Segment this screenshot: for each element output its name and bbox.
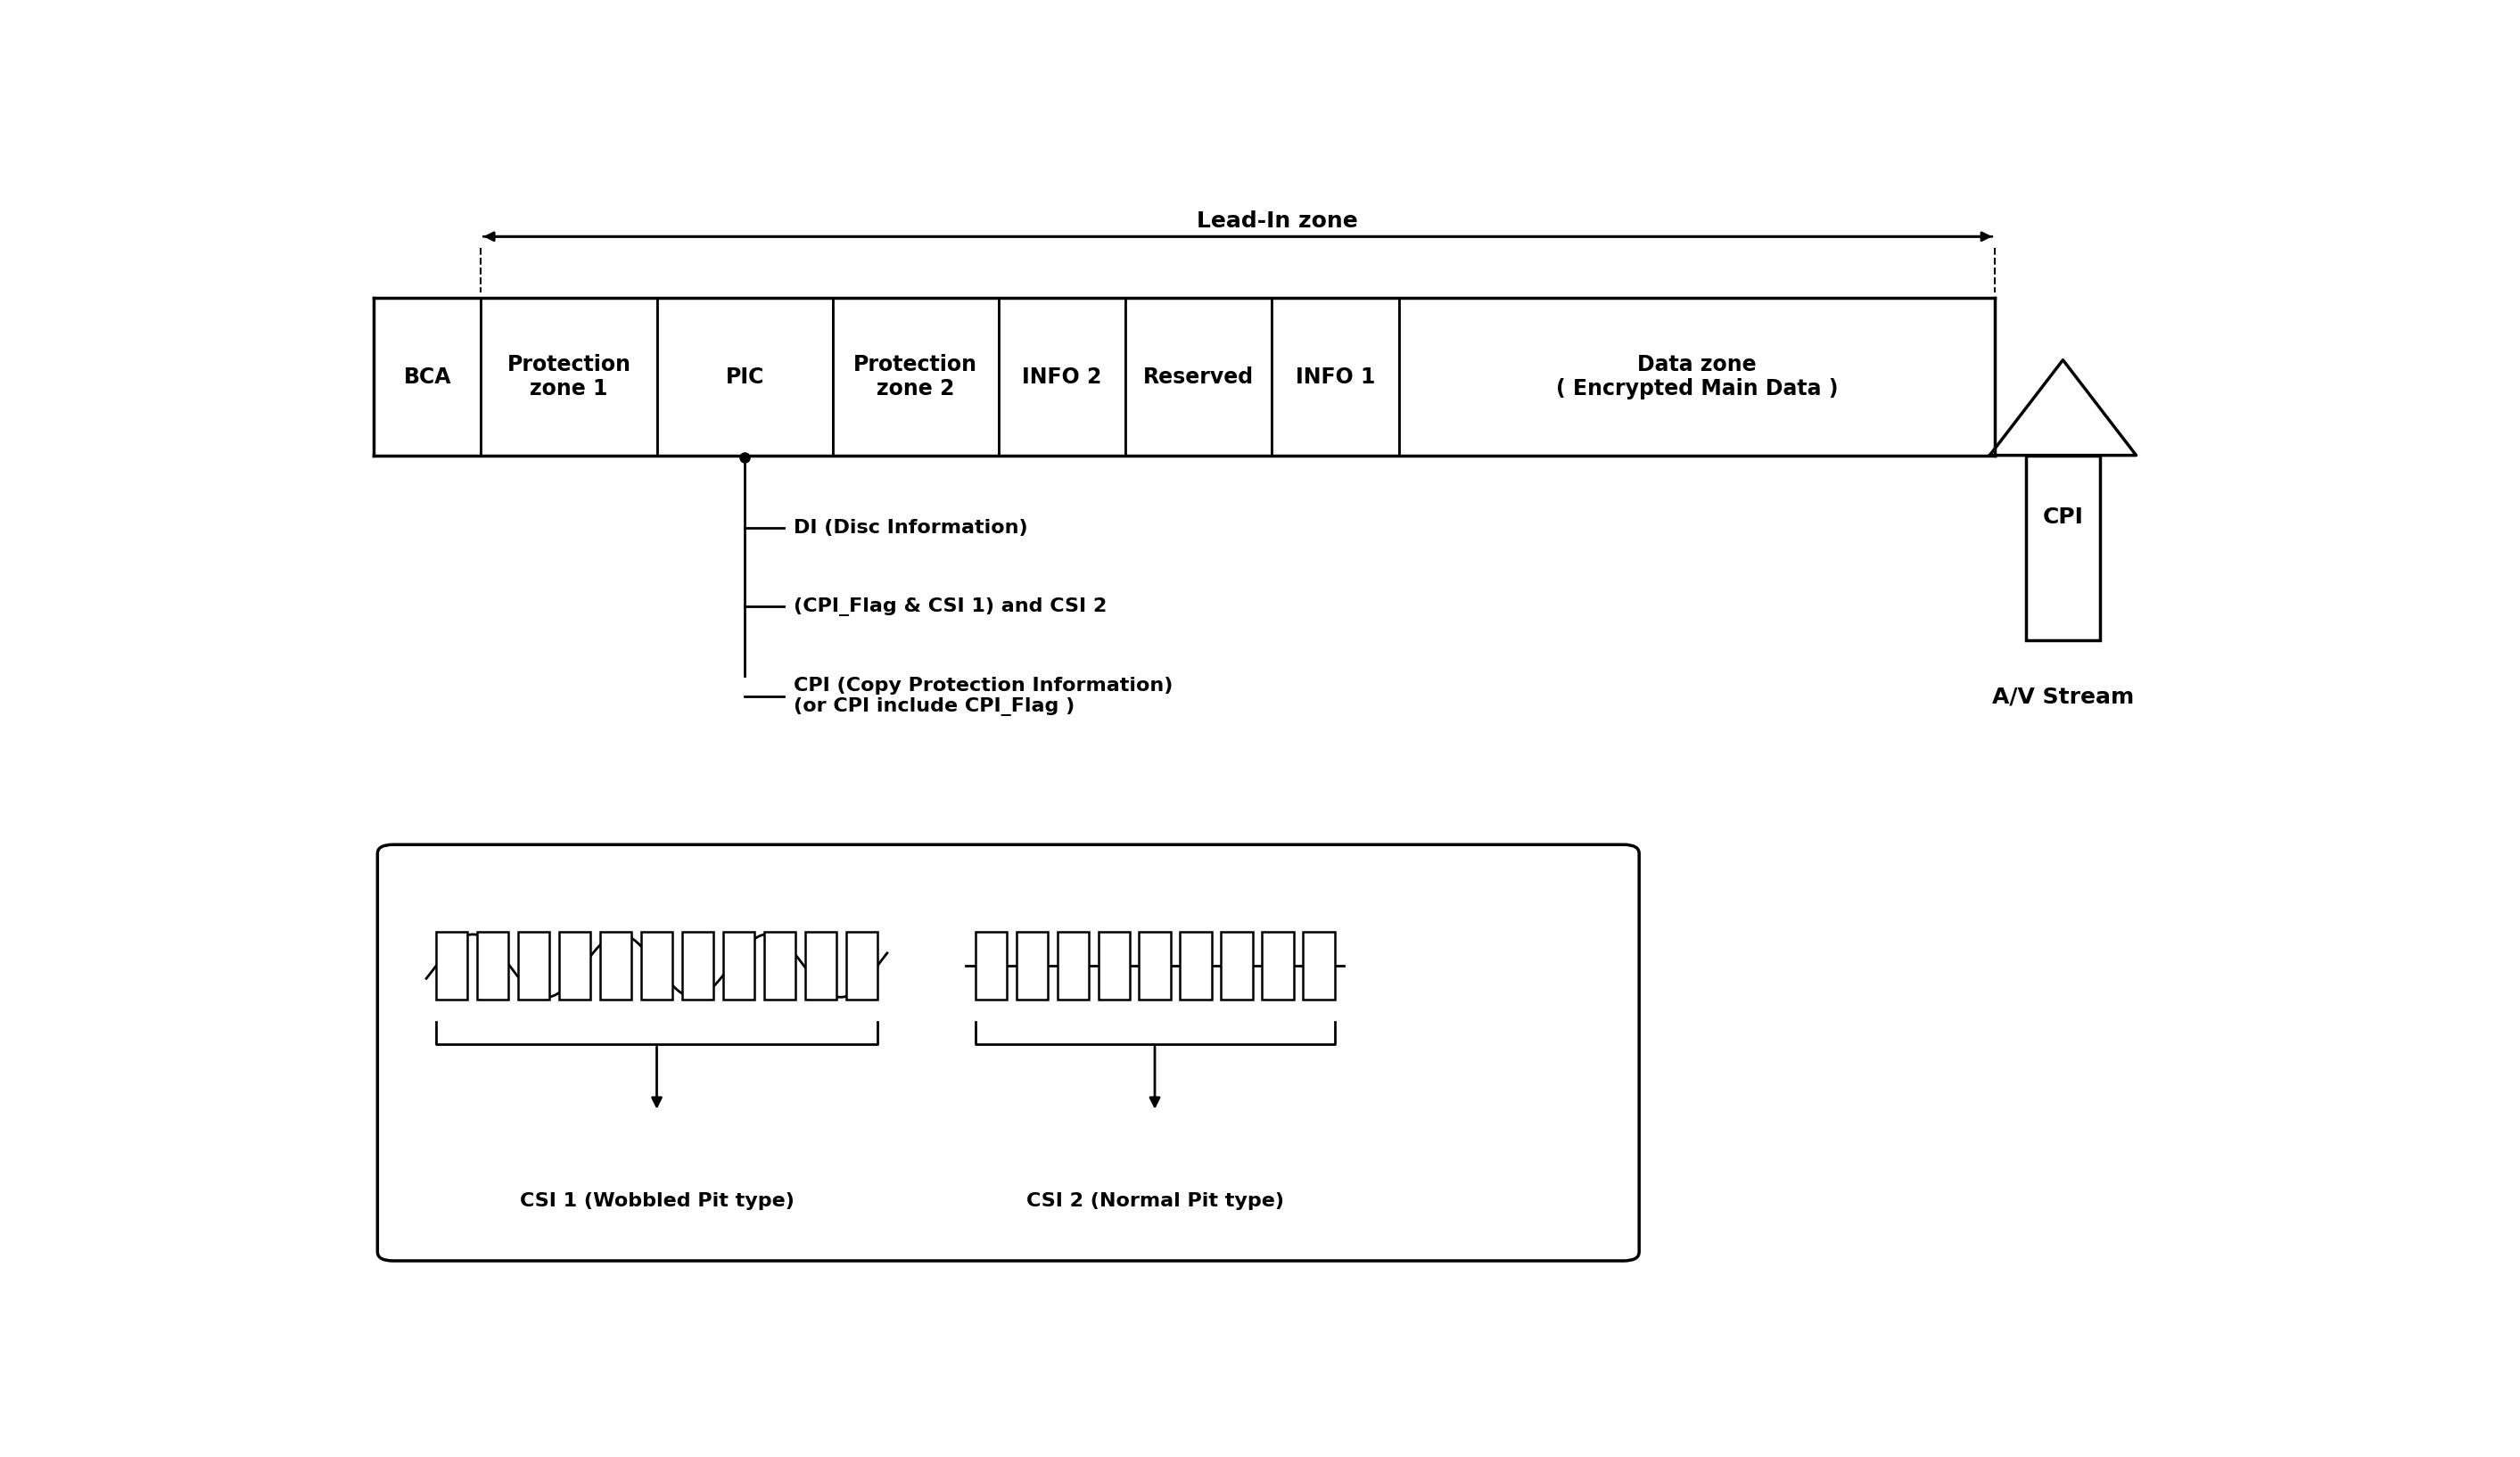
Bar [2026,456,2099,641]
Bar [1399,299,1996,456]
Text: Reserved: Reserved [1144,366,1255,388]
Text: INFO 2: INFO 2 [1023,366,1101,388]
Polygon shape [1991,360,2137,456]
Bar [1126,299,1273,456]
Text: DI (Disc Information): DI (Disc Information) [794,519,1028,538]
Bar [658,299,832,456]
Bar [764,932,796,1000]
Text: CPI: CPI [2044,507,2084,527]
Bar [723,932,753,1000]
FancyBboxPatch shape [378,845,1638,1260]
Text: BCA: BCA [403,366,451,388]
Bar [1263,932,1293,1000]
Text: CSI 1 (Wobbled Pit type): CSI 1 (Wobbled Pit type) [519,1192,794,1211]
Bar [373,299,481,456]
Bar [1058,932,1089,1000]
Text: PIC: PIC [726,366,764,388]
Bar [998,299,1126,456]
Bar [1179,932,1212,1000]
Bar [519,932,549,1000]
Bar [1303,932,1336,1000]
Bar [832,299,998,456]
Bar [975,932,1005,1000]
Bar [559,932,590,1000]
Text: Data zone
( Encrypted Main Data ): Data zone ( Encrypted Main Data ) [1555,354,1837,399]
Bar [847,932,877,1000]
Bar [1016,932,1048,1000]
Text: (CPI_Flag & CSI 1) and CSI 2: (CPI_Flag & CSI 1) and CSI 2 [794,597,1106,616]
Bar [1222,932,1252,1000]
Bar [600,932,633,1000]
Bar [683,932,713,1000]
Bar [436,932,466,1000]
Bar [806,932,837,1000]
Text: INFO 1: INFO 1 [1295,366,1376,388]
Text: A/V Stream: A/V Stream [1991,686,2134,707]
Text: Protection
zone 1: Protection zone 1 [507,354,630,399]
Bar [481,299,658,456]
Bar [640,932,673,1000]
Text: Protection
zone 2: Protection zone 2 [854,354,978,399]
Text: CPI (Copy Protection Information)
(or CPI include CPI_Flag ): CPI (Copy Protection Information) (or CP… [794,678,1172,717]
Bar [1273,299,1399,456]
Bar [1099,932,1129,1000]
Text: Lead-In zone: Lead-In zone [1197,211,1358,232]
Bar [1139,932,1169,1000]
Text: CSI 2 (Normal Pit type): CSI 2 (Normal Pit type) [1026,1192,1283,1211]
Bar [476,932,509,1000]
